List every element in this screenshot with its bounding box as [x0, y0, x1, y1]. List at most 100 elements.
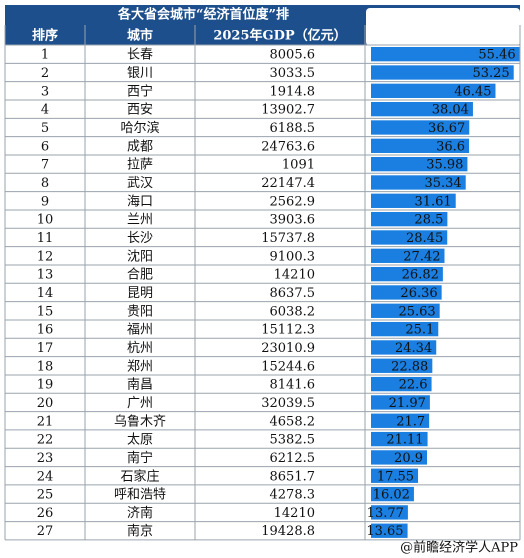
gdp: 3903.6: [270, 213, 316, 228]
rank: 4: [41, 103, 49, 118]
bar-label: 13.77: [367, 506, 404, 521]
bar-label: 13.65: [366, 524, 403, 539]
city: 贵阳: [127, 304, 153, 319]
bar: [371, 230, 448, 245]
gdp: 8005.6: [270, 48, 316, 63]
city: 南昌: [127, 377, 153, 393]
city: 太原: [127, 433, 153, 448]
city: 济南: [127, 505, 153, 521]
rank: 23: [37, 451, 54, 466]
gdp: 9100.3: [270, 249, 316, 264]
bar-label: 28.45: [406, 231, 443, 246]
city: 兰州: [127, 213, 153, 228]
bar-label: 25.1: [405, 323, 434, 338]
bar: [371, 120, 470, 135]
gdp: 23010.9: [261, 341, 315, 356]
bar: [371, 211, 448, 227]
bar-label: 35.98: [426, 158, 463, 173]
rank: 14: [37, 286, 54, 301]
title: 各大省会城市“经济首位度”排: [117, 7, 289, 23]
bar: [371, 395, 430, 410]
city: 乌鲁木齐: [114, 413, 166, 429]
city: 石家庄: [120, 468, 159, 484]
bar-label: 46.45: [454, 84, 491, 99]
gdp: 1914.8: [270, 84, 316, 99]
bar-label: 21.7: [396, 414, 425, 429]
bar-label: 38.04: [432, 103, 469, 118]
city: 呼和浩特: [114, 488, 166, 503]
rank: 25: [37, 488, 54, 503]
gdp: 4278.3: [270, 488, 316, 503]
gdp: 14210: [274, 268, 315, 283]
bar-label: 26.36: [400, 286, 437, 301]
gdp: 15112.3: [261, 323, 315, 338]
gdp: 8141.6: [270, 378, 316, 393]
bar: [371, 468, 419, 483]
column-header: 排序: [32, 28, 58, 44]
gdp: 14210: [274, 506, 315, 521]
bar: [371, 523, 408, 538]
gdp: 15244.6: [261, 359, 315, 374]
bar-label: 27.42: [403, 249, 440, 264]
city: 沈阳: [127, 249, 153, 264]
bar: [371, 47, 520, 62]
rank: 20: [37, 396, 54, 411]
rank: 8: [41, 176, 49, 191]
bar-label: 28.5: [414, 213, 443, 228]
bar-label: 53.25: [472, 66, 509, 81]
bar: [371, 340, 437, 355]
bar-label: 26.82: [402, 268, 439, 283]
bar: [371, 65, 514, 80]
rank: 24: [37, 469, 54, 484]
bar-label: 35.34: [424, 176, 461, 191]
rank: 7: [41, 158, 49, 173]
overlay: [366, 8, 520, 46]
bar-label: 55.46: [478, 48, 515, 63]
bar-label: 31.61: [414, 194, 451, 209]
bar: [371, 303, 440, 318]
bar-label: 22.6: [399, 378, 428, 393]
city: 长沙: [127, 231, 153, 246]
city: 杭州: [127, 341, 153, 356]
city: 郑州: [127, 359, 153, 374]
gdp: 22147.4: [261, 176, 315, 191]
city: 南京: [127, 523, 153, 539]
city: 福州: [127, 323, 153, 338]
bar: [371, 175, 466, 190]
bar: [371, 156, 468, 172]
city: 西安: [127, 103, 153, 118]
gdp: 15737.8: [261, 231, 315, 246]
city: 成都: [127, 139, 153, 154]
gdp: 2562.9: [270, 194, 316, 209]
column-header: 2025年GDP（亿元）: [213, 28, 346, 44]
rank: 6: [41, 139, 49, 154]
bar-label: 21.97: [389, 396, 426, 411]
city: 南宁: [127, 450, 153, 466]
rank: 3: [41, 84, 49, 99]
gdp: 5382.5: [270, 433, 316, 448]
bar-label: 22.88: [391, 359, 428, 374]
gdp: 19428.8: [261, 524, 315, 539]
bar-label: 36.6: [436, 139, 465, 154]
city: 哈尔滨: [120, 120, 159, 136]
bar: [371, 101, 473, 117]
rank: 16: [37, 323, 54, 338]
bar: [371, 358, 433, 373]
rank: 5: [41, 121, 49, 136]
column-header: 城市: [127, 28, 153, 44]
bar: [371, 505, 408, 520]
city: 长春: [127, 48, 153, 63]
gdp: 6188.5: [270, 121, 316, 136]
city: 拉萨: [127, 158, 153, 173]
city: 武汉: [127, 176, 153, 191]
rank: 1: [41, 48, 49, 63]
gdp: 24763.6: [261, 139, 315, 154]
rank: 26: [37, 506, 54, 521]
gdp: 6212.5: [270, 451, 316, 466]
bar: [371, 376, 432, 392]
rank: 11: [37, 231, 54, 246]
bar: [371, 413, 430, 428]
city: 合肥: [127, 268, 153, 283]
bar: [371, 450, 428, 465]
